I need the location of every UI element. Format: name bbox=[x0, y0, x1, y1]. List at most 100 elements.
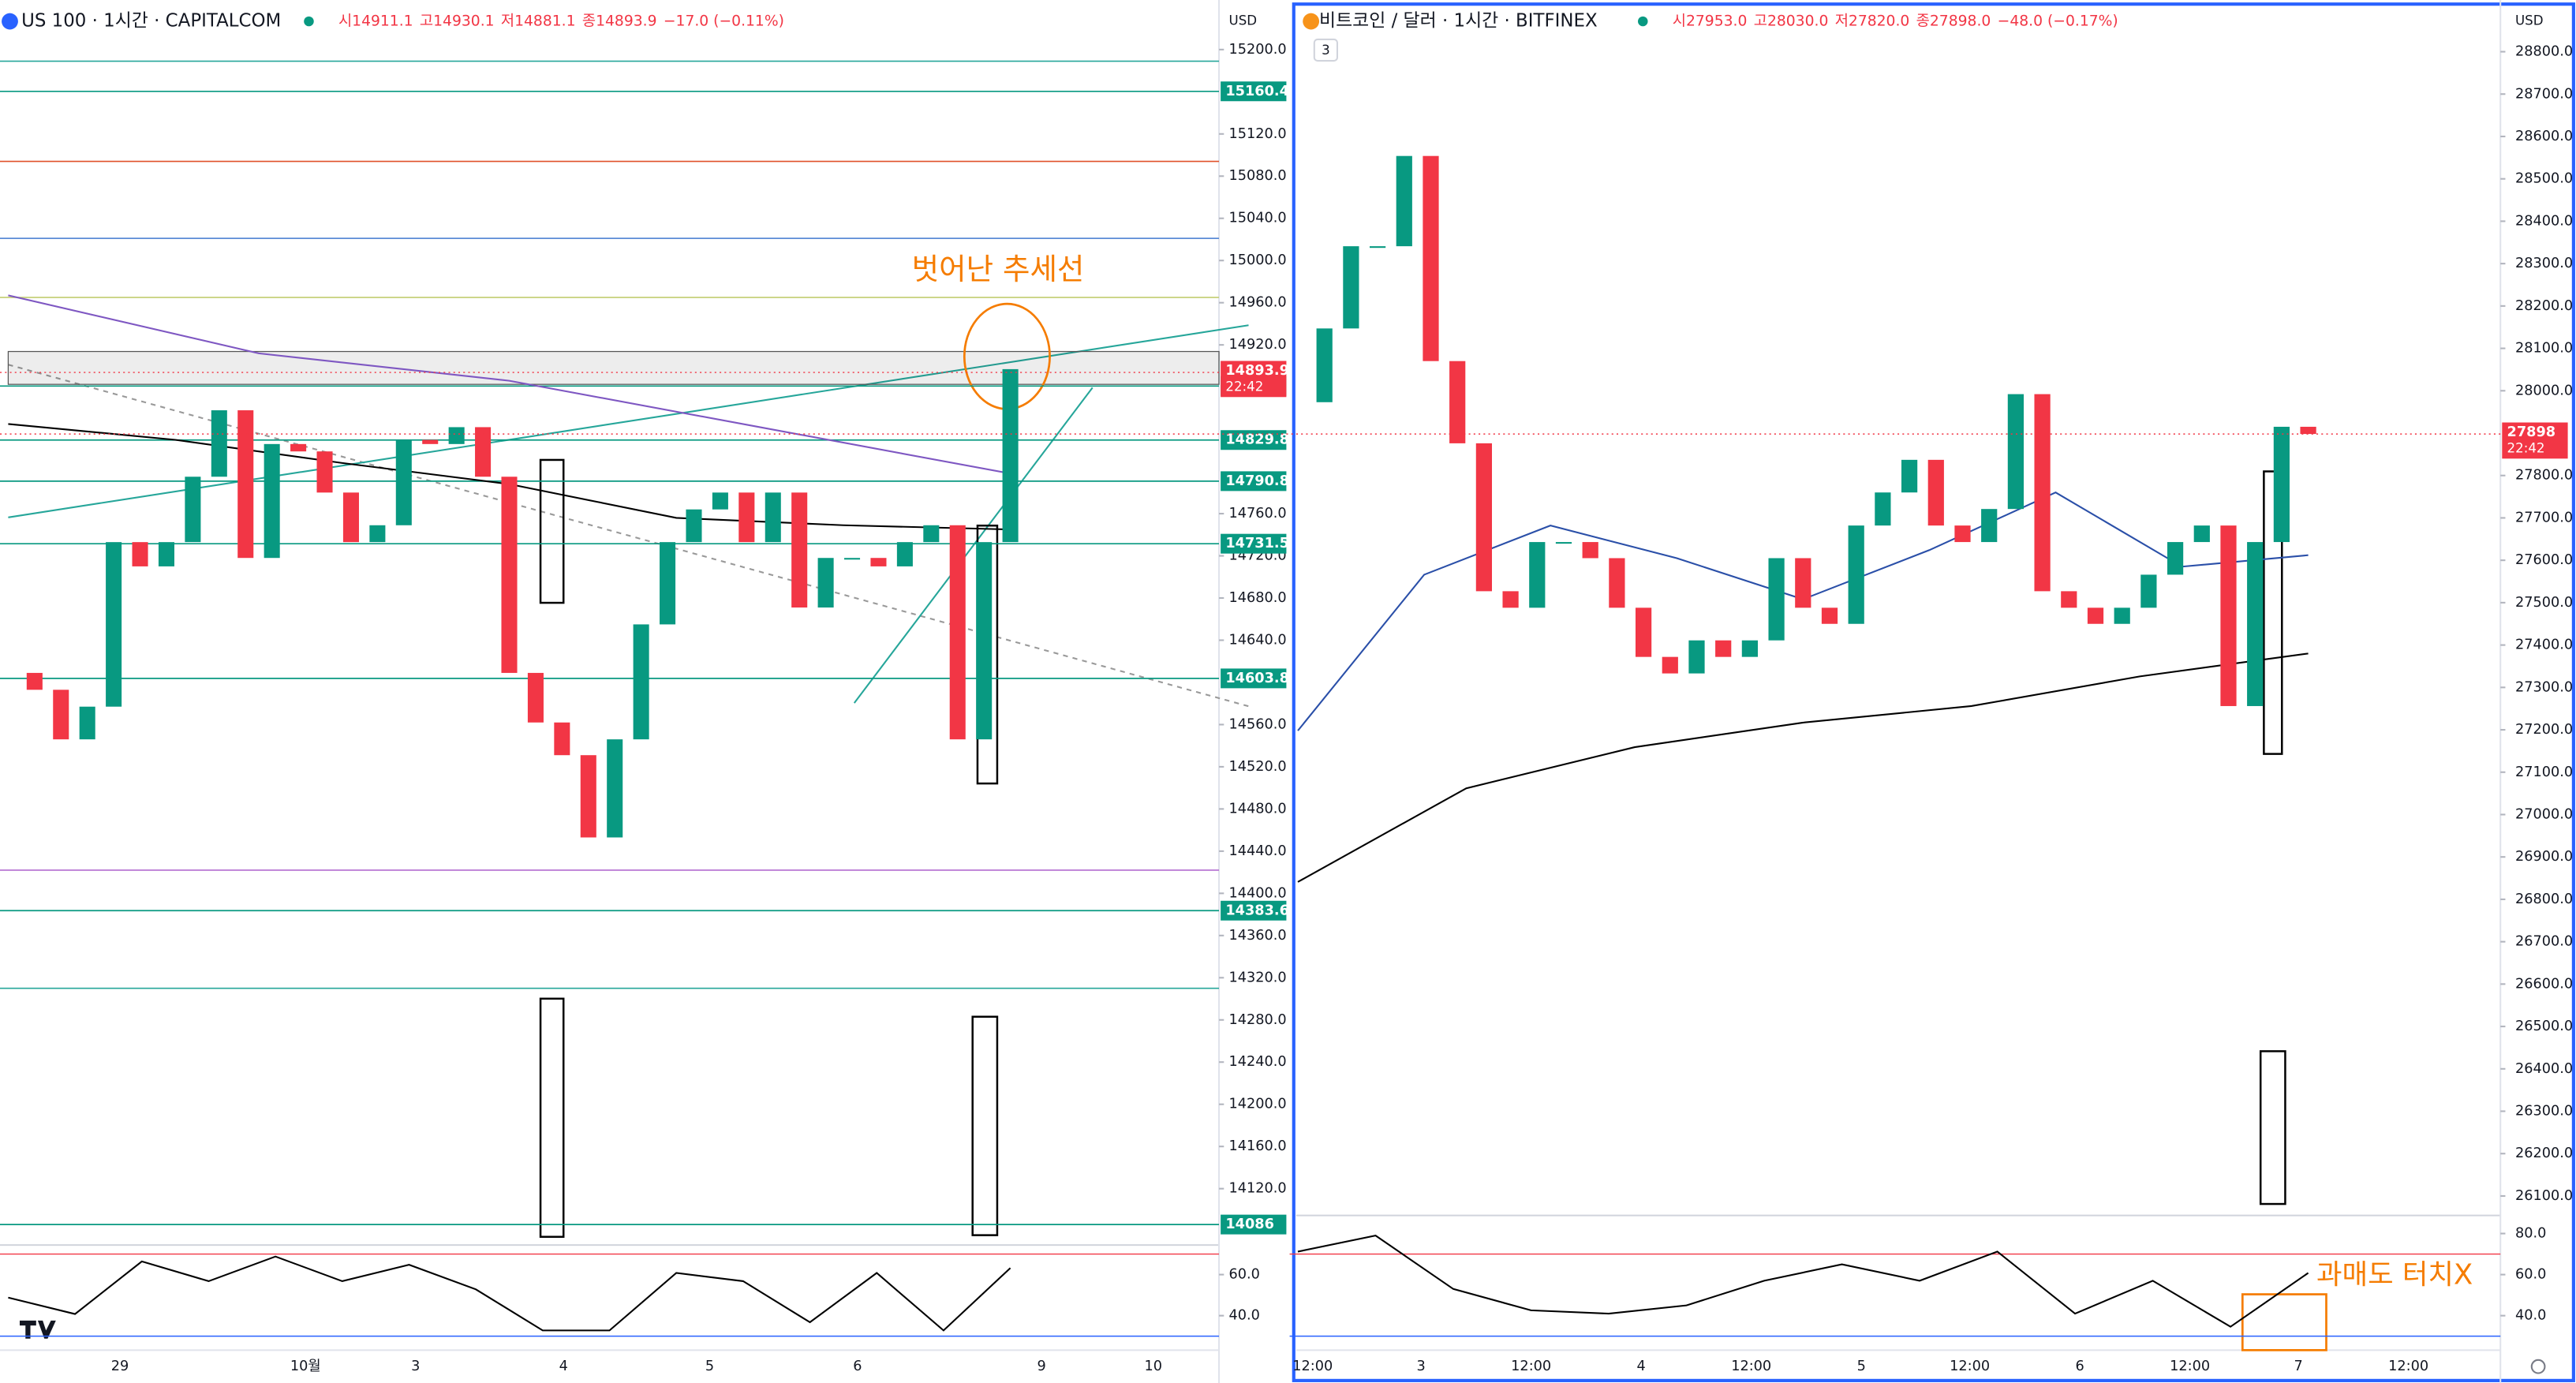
candle bbox=[342, 492, 359, 543]
y-tick-label: 14360.0 bbox=[1229, 928, 1287, 944]
x-tick-label: 7 bbox=[2294, 1359, 2302, 1374]
quote-value: 종27898.0 bbox=[1916, 13, 1991, 30]
candle bbox=[2273, 426, 2290, 543]
candle bbox=[158, 542, 174, 566]
y-tick-label: 15200.0 bbox=[1229, 42, 1287, 58]
candle bbox=[1369, 246, 1386, 249]
candle bbox=[2167, 542, 2184, 575]
x-tick-label: 4 bbox=[1637, 1359, 1646, 1374]
symbol-title: 비트코인 / 달러 · 1시간 · BITFINEX bbox=[1319, 11, 1598, 32]
candle bbox=[1954, 525, 1971, 543]
y-tick-label: 28800.0 bbox=[2515, 44, 2573, 60]
candle bbox=[527, 672, 544, 723]
y-tick-label: 27200.0 bbox=[2515, 722, 2573, 738]
quote-value: 시14911.1 bbox=[338, 13, 413, 30]
rsi-tick-label: 40.0 bbox=[2515, 1308, 2546, 1324]
candle bbox=[1475, 443, 1493, 592]
highlight-box bbox=[539, 458, 565, 604]
indicator-toggle[interactable] bbox=[1313, 38, 1339, 62]
y-tick-label: 14560.0 bbox=[1229, 716, 1287, 732]
y-tick-label: 26300.0 bbox=[2515, 1104, 2573, 1119]
active-panel-border bbox=[1292, 2, 2575, 1382]
y-tick-label: 26900.0 bbox=[2515, 849, 2573, 865]
candle bbox=[2034, 394, 2051, 592]
y-tick-label: 28100.0 bbox=[2515, 341, 2573, 357]
price-tag-label: 14383.6 bbox=[1225, 903, 1289, 918]
candle bbox=[1688, 640, 1705, 674]
y-tick-label: 14960.0 bbox=[1229, 295, 1287, 311]
price-tag bbox=[1221, 900, 1287, 921]
last-price-tag bbox=[2502, 422, 2568, 459]
highlight-box bbox=[539, 997, 565, 1238]
trend-line bbox=[8, 364, 1249, 708]
y-tick-label: 14760.0 bbox=[1229, 506, 1287, 521]
x-tick-label: 10 bbox=[1144, 1359, 1162, 1374]
y-tick-label: 14440.0 bbox=[1229, 843, 1287, 859]
candle bbox=[844, 558, 861, 560]
y-tick-label: 26700.0 bbox=[2515, 934, 2573, 950]
x-tick-label: 5 bbox=[705, 1359, 714, 1374]
x-tick-label: 29 bbox=[111, 1359, 129, 1374]
y-tick-label: 14640.0 bbox=[1229, 632, 1287, 648]
candle bbox=[369, 525, 386, 543]
tv-logo bbox=[19, 1320, 56, 1339]
quote-value: 저27820.0 bbox=[1835, 13, 1910, 30]
candle bbox=[1901, 459, 1918, 493]
candle bbox=[791, 492, 808, 608]
price-tag-label: 14086 bbox=[1225, 1217, 1274, 1232]
y-tick-label: 28500.0 bbox=[2515, 171, 2573, 187]
moving-average bbox=[1297, 652, 2309, 883]
candle bbox=[2300, 426, 2316, 435]
y-tick-label: 26600.0 bbox=[2515, 976, 2573, 992]
x-tick-label: 12:00 bbox=[1292, 1359, 1333, 1374]
candle bbox=[1423, 155, 1439, 361]
candle bbox=[580, 755, 596, 838]
candle bbox=[1768, 558, 1785, 641]
y-tick-label: 14400.0 bbox=[1229, 885, 1287, 901]
candle bbox=[1502, 591, 1519, 608]
currency-label: USD bbox=[2515, 13, 2544, 28]
y-tick-label: 15080.0 bbox=[1229, 168, 1287, 184]
last-price-label: 27898 bbox=[2507, 424, 2556, 440]
x-tick-label: 3 bbox=[411, 1359, 420, 1374]
candle bbox=[26, 672, 43, 690]
candle bbox=[1555, 542, 1572, 544]
candle bbox=[475, 427, 492, 477]
price-tag bbox=[1221, 1214, 1287, 1235]
candle bbox=[1449, 361, 1466, 443]
x-tick-label: 12:00 bbox=[2170, 1359, 2210, 1374]
candle bbox=[607, 739, 623, 838]
settings-icon[interactable] bbox=[2530, 1359, 2546, 1374]
y-tick-label: 14520.0 bbox=[1229, 759, 1287, 775]
highlight-box bbox=[971, 1015, 999, 1236]
status-dot bbox=[304, 16, 314, 27]
candle bbox=[1582, 542, 1598, 559]
status-dot bbox=[1638, 16, 1648, 27]
candle bbox=[2087, 607, 2104, 624]
y-tick-label: 14240.0 bbox=[1229, 1054, 1287, 1070]
candle bbox=[765, 492, 781, 543]
rsi-tick-label: 60.0 bbox=[1229, 1267, 1260, 1283]
y-tick-label: 14160.0 bbox=[1229, 1138, 1287, 1154]
candle bbox=[316, 451, 333, 493]
x-tick-label: 12:00 bbox=[2388, 1359, 2428, 1374]
y-tick-label: 14120.0 bbox=[1229, 1181, 1287, 1197]
price-tag bbox=[1221, 81, 1287, 102]
x-tick-label: 5 bbox=[1857, 1359, 1866, 1374]
candle bbox=[2007, 394, 2025, 510]
price-tag bbox=[1221, 668, 1287, 689]
candle bbox=[817, 558, 834, 608]
x-tick-label: 6 bbox=[853, 1359, 862, 1374]
candle bbox=[1609, 558, 1625, 608]
candle bbox=[1662, 656, 1678, 674]
candle bbox=[79, 706, 95, 740]
y-tick-label: 14680.0 bbox=[1229, 590, 1287, 606]
y-tick-label: 27500.0 bbox=[2515, 595, 2573, 611]
candle bbox=[633, 624, 649, 740]
y-tick-label: 26400.0 bbox=[2515, 1061, 2573, 1077]
annotation: 벗어난 추세선 bbox=[912, 252, 1085, 286]
candle bbox=[1741, 640, 1759, 657]
x-tick-label: 3 bbox=[1417, 1359, 1426, 1374]
candle bbox=[501, 477, 518, 673]
x-tick-label: 12:00 bbox=[1731, 1359, 1771, 1374]
